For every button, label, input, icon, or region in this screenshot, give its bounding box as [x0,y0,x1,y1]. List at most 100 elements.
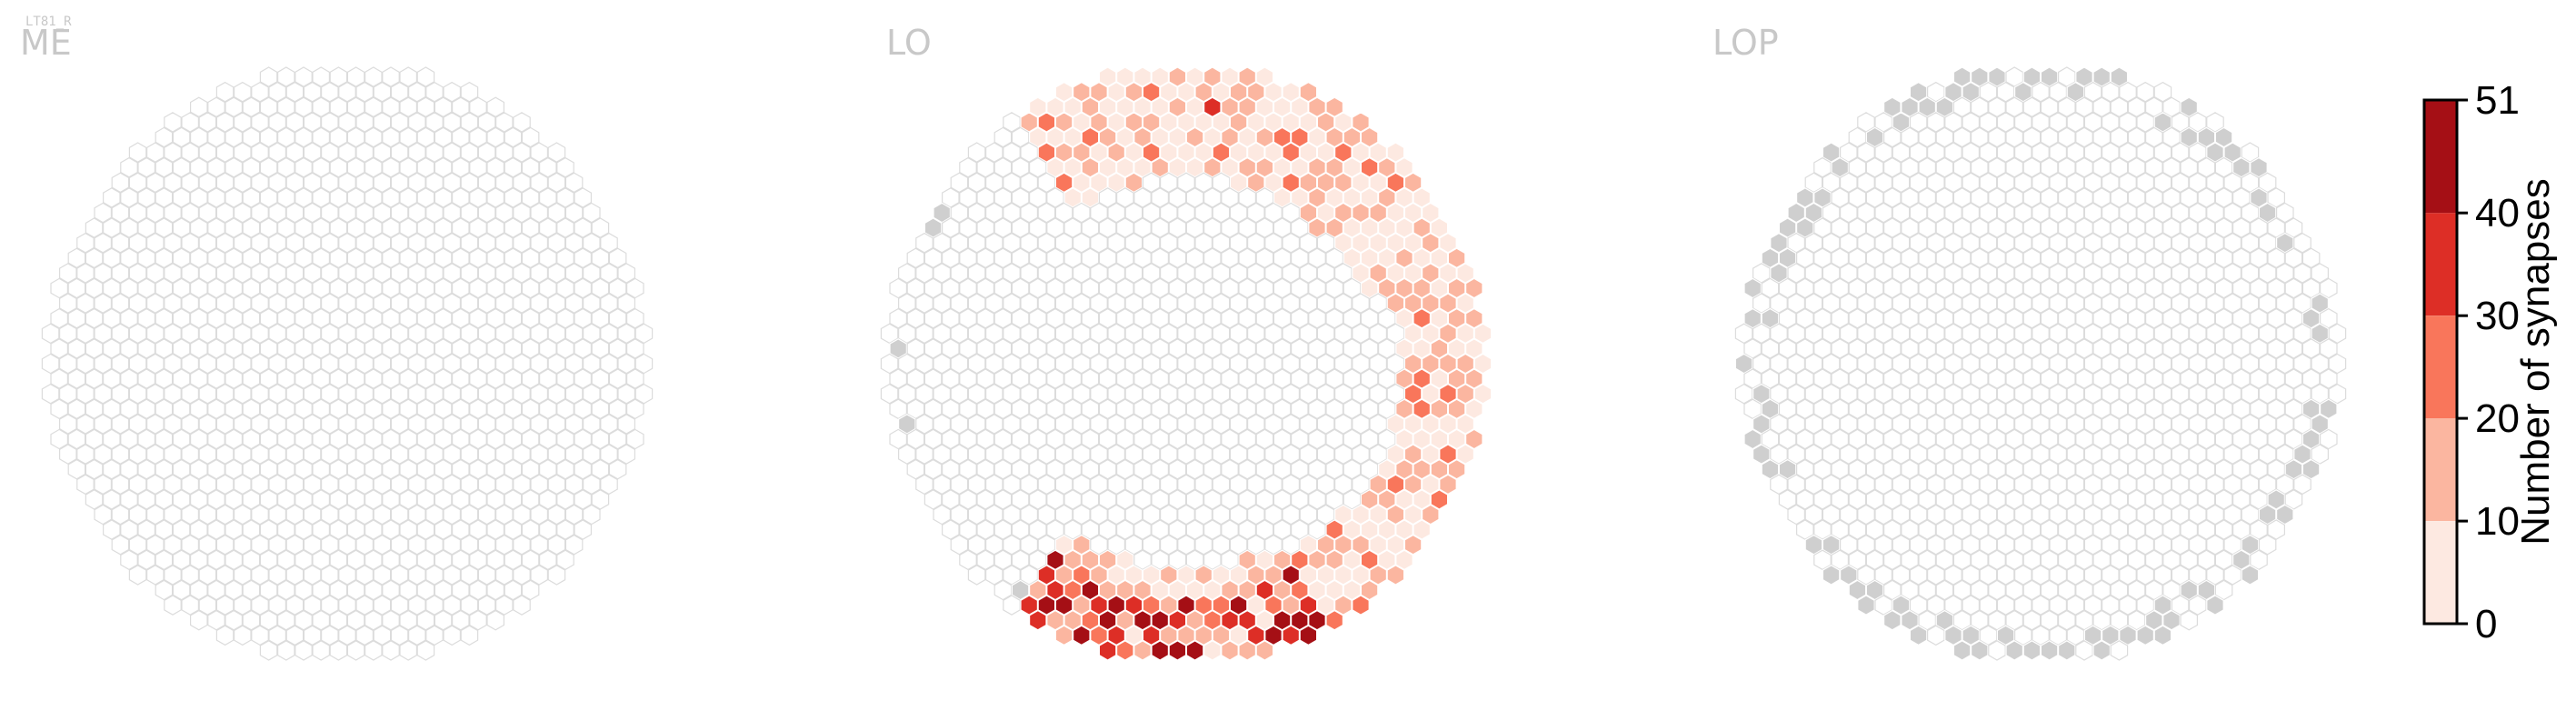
hex-cell [915,293,934,314]
hex-cell [1743,338,1762,359]
hex-cell [355,232,374,254]
hex-cell [2066,595,2085,616]
hex-cell [399,609,417,631]
hex-cell [1848,217,1867,238]
hex-cell [1177,414,1195,435]
hex-cell [1734,353,1753,375]
hex-cell [1124,383,1143,405]
hex-cell [2284,338,2303,359]
hex-cell [259,609,278,631]
hex-cell [1901,187,1919,208]
hex-cell [1160,112,1178,133]
hex-cell [1996,534,2015,556]
hex-cell [1107,323,1125,345]
hex-cell [1743,428,1762,450]
hex-cell [1770,383,1788,405]
hex-cell [207,368,225,389]
hex-cell [425,232,444,254]
hex-cell [1813,217,1832,238]
hex-cell [1229,595,1248,616]
hex-cell [1927,444,1945,465]
hex-cell [373,172,392,194]
hex-cell [2092,489,2111,510]
hex-cell [2102,595,2120,616]
hex-cell [469,368,487,389]
hex-cell [2040,609,2059,631]
hex-cell [2083,595,2102,616]
hex-cell [2040,489,2059,510]
hex-cell [1168,96,1187,118]
hex-cell [1160,534,1178,556]
hex-cell [942,458,960,480]
hex-cell [1761,428,1780,450]
hex-cell [2206,172,2224,194]
hex-cell [2040,549,2059,571]
hex-cell [2058,307,2076,329]
hex-cell [1883,489,1902,510]
hex-cell [1761,307,1780,329]
hex-cell [1325,96,1343,118]
hex-cell [295,156,313,178]
hex-cell [1892,293,1911,314]
hex-cell [2232,428,2251,450]
hex-cell [2083,323,2102,345]
hex-cell [2320,368,2338,389]
hex-cell [2032,293,2050,314]
hex-cell [1299,81,1318,103]
hex-cell [2241,353,2260,375]
hex-cell [329,96,348,118]
hex-cell [443,444,461,465]
hex-cell [2005,277,2023,299]
hex-cell [985,293,1003,314]
hex-cell [2241,323,2260,345]
hex-cell [390,504,409,526]
hex-cell [172,247,191,269]
hex-cell [1160,172,1178,194]
hex-cell [137,156,155,178]
hex-cell [1029,126,1047,148]
hex-cell [2284,489,2303,510]
hex-cell [1107,112,1125,133]
hex-cell [504,519,523,540]
hex-cell [207,247,225,269]
hex-cell [608,428,627,450]
hex-cell [976,428,994,450]
hex-cell [251,474,269,496]
hex-cell [530,323,548,345]
hex-cell [1063,579,1082,601]
hex-cell [1185,458,1204,480]
hex-cell [1386,534,1405,556]
hex-cell [1133,156,1152,178]
hex-cell [355,263,374,284]
hex-cell [495,202,514,224]
colorbar-frame [2422,98,2459,626]
hex-cell [1098,640,1117,661]
hex-cell [460,293,479,314]
hex-cell [190,519,208,540]
hex-cell [1892,444,1911,465]
hex-cell [1343,277,1362,299]
hex-cell [564,504,584,526]
hex-cell [1447,428,1466,450]
hex-cell [1360,307,1379,329]
hex-cell [1238,368,1256,389]
hex-cell [2180,217,2198,238]
hex-cell [2276,202,2294,224]
hex-cell [120,307,138,329]
hex-cell [408,504,426,526]
hex-cell [2153,293,2172,314]
hex-cell [539,338,557,359]
hex-cell [504,398,523,420]
hex-cell [215,383,235,405]
hex-cell [2075,609,2093,631]
hex-cell [1944,232,1962,254]
hex-cell [355,142,374,163]
hex-cell [425,444,444,465]
hex-cell [251,142,269,163]
hex-cell [486,307,504,329]
hex-cell [2110,579,2129,601]
hex-cell [111,293,130,314]
hex-cell [1185,519,1204,540]
hex-cell [2232,458,2251,480]
hex-cell [1011,277,1030,299]
